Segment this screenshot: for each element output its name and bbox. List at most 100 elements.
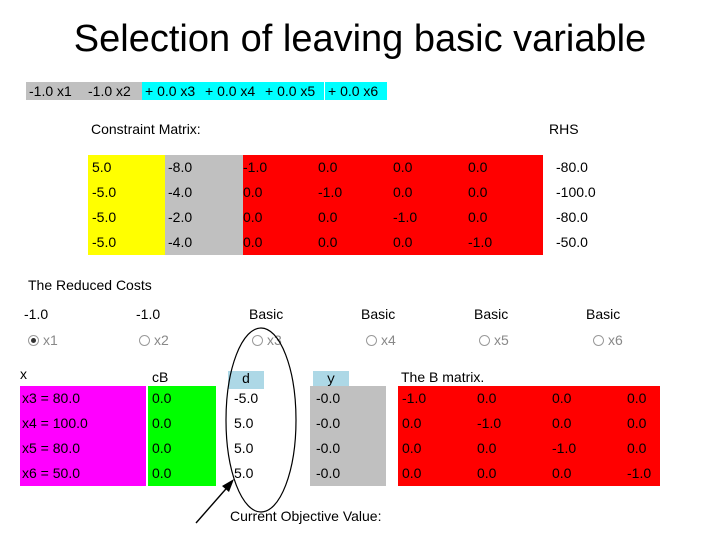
objective-term: + 0.0 x4 [202,82,264,100]
constraint-cell: 0.0 [468,209,488,225]
constraint-cell: -5.0 [92,234,117,250]
cb-value: 0.0 [152,390,172,406]
reduced-costs-label: The Reduced Costs [28,277,152,293]
y-value: -0.0 [316,440,341,456]
column-x1-block [88,155,165,255]
pointer-arrow-head [222,479,234,492]
constraint-cell: -1.0 [468,234,493,250]
cb-header: cB [152,369,169,385]
constraint-cell: -8.0 [168,159,193,175]
constraint-cell: -1.0 [393,209,418,225]
constraint-cell: -4.0 [168,184,193,200]
b-matrix-cell: 0.0 [477,440,497,456]
constraint-cell: -5.0 [92,184,117,200]
objective-term: + 0.0 x5 [262,82,324,100]
constraint-cell: -1.0 [318,184,343,200]
constraint-cell: 0.0 [243,234,263,250]
constraint-cell: 0.0 [318,234,338,250]
rhs-cell: -50.0 [556,234,588,250]
d-column-highlight-ellipse [225,327,297,513]
b-matrix-cell: -1.0 [477,415,502,431]
y-value: -0.0 [316,465,341,481]
basic-variable-value: x5 = 80.0 [22,440,80,456]
constraint-cell: -1.0 [243,159,268,175]
rhs-cell: -80.0 [556,159,588,175]
b-matrix-cell: 0.0 [552,390,572,406]
variable-radio-x4[interactable] [366,335,377,346]
b-matrix-cell: 0.0 [402,415,422,431]
variable-radio-x6[interactable] [593,335,604,346]
variable-radio-label: x2 [154,332,169,348]
reduced-cost-value: Basic [249,306,284,322]
b-matrix-cell: -1.0 [402,390,427,406]
objective-term: + 0.0 x3 [142,82,204,100]
b-matrix-cell: 0.0 [627,440,647,456]
reduced-cost-value: -1.0 [24,306,49,322]
constraint-matrix-label: Constraint Matrix: [91,121,201,137]
basic-variables-block [20,386,146,486]
b-matrix-cell: 0.0 [627,390,647,406]
basic-variable-value: x6 = 50.0 [22,465,80,481]
d-value: 5.0 [234,415,254,431]
constraint-cell: 0.0 [393,234,413,250]
d-value: 5.0 [234,440,254,456]
x-header: x [20,366,27,382]
constraint-cell: 0.0 [393,159,413,175]
y-block [310,386,386,486]
current-objective-label: Current Objective Value: [230,508,382,524]
basic-variable-value: x3 = 80.0 [22,390,80,406]
constraint-cell: 0.0 [468,184,488,200]
rhs-label: RHS [549,121,579,137]
objective-term: -1.0 x1 [26,82,86,100]
rhs-cell: -80.0 [556,209,588,225]
variable-radio-label: x4 [381,332,396,348]
constraint-cell: -4.0 [168,234,193,250]
slack-columns-block [243,155,543,255]
variable-radio-x2[interactable] [139,335,150,346]
variable-radio-x5[interactable] [479,335,490,346]
column-x2-block [165,155,243,255]
constraint-cell: 0.0 [243,184,263,200]
b-matrix-cell: 0.0 [627,415,647,431]
d-value: -5.0 [234,390,259,406]
b-matrix-label: The B matrix. [401,369,485,385]
b-matrix-cell: 0.0 [402,440,422,456]
d-value: 5.0 [234,465,254,481]
b-matrix-cell: 0.0 [552,465,572,481]
variable-radio-label: x5 [494,332,509,348]
constraint-cell: 0.0 [243,209,263,225]
reduced-cost-value: Basic [586,306,621,322]
variable-radio-label: x6 [608,332,623,348]
reduced-cost-value: -1.0 [136,306,161,322]
rhs-cell: -100.0 [556,184,596,200]
constraint-cell: 0.0 [468,159,488,175]
cb-value: 0.0 [152,415,172,431]
b-matrix-cell: -1.0 [552,440,577,456]
constraint-cell: 0.0 [318,159,338,175]
basic-variable-value: x4 = 100.0 [22,415,88,431]
y-value: -0.0 [316,415,341,431]
reduced-cost-value: Basic [361,306,396,322]
objective-term: + 0.0 x6 [325,82,387,100]
cb-value: 0.0 [152,440,172,456]
cb-value: 0.0 [152,465,172,481]
page-title: Selection of leaving basic variable [73,18,647,60]
y-header: y [313,371,349,389]
d-header: d [228,371,264,389]
b-matrix-cell: -1.0 [627,465,652,481]
variable-radio-x3[interactable] [252,335,263,346]
cb-block [148,386,216,486]
variable-radio-x1[interactable] [28,335,39,346]
objective-term: -1.0 x2 [85,82,145,100]
reduced-cost-value: Basic [474,306,509,322]
y-value: -0.0 [316,390,341,406]
constraint-cell: 5.0 [92,159,112,175]
b-matrix-cell: 0.0 [477,390,497,406]
constraint-cell: 0.0 [393,184,413,200]
b-matrix-block [398,386,660,486]
constraint-cell: -5.0 [92,209,117,225]
b-matrix-cell: 0.0 [477,465,497,481]
variable-radio-label: x3 [267,332,282,348]
constraint-cell: -2.0 [168,209,193,225]
